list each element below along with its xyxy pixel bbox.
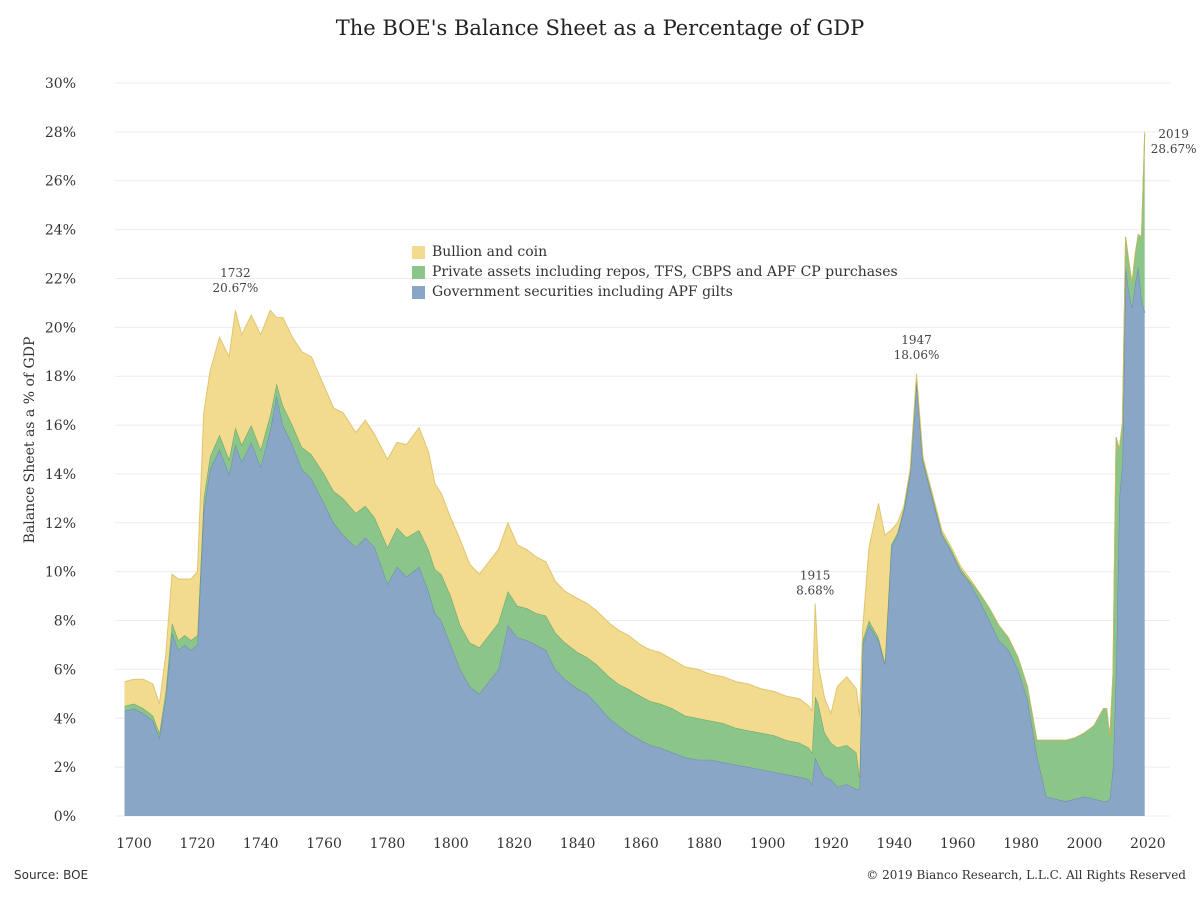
y-tick-label: 6% (54, 662, 76, 678)
x-tick-label: 1700 (116, 836, 152, 852)
series-bullion-line (124, 131, 1146, 741)
annotation-year: 1947 (901, 333, 932, 347)
x-tick-label: 1860 (623, 836, 659, 852)
x-tick-label: 1940 (877, 836, 913, 852)
y-tick-label: 28% (45, 125, 76, 141)
x-tick-label: 1720 (180, 836, 216, 852)
y-tick-label: 30% (45, 76, 76, 92)
legend-item-government-securities: Government securities including APF gilt… (412, 282, 898, 302)
annotation-value: 20.67% (213, 281, 259, 295)
legend-swatch-government-securities (412, 285, 425, 299)
x-tick-label: 1740 (243, 836, 279, 852)
legend-swatch-bullion (412, 245, 425, 259)
y-tick-label: 8% (54, 614, 76, 630)
series-government-securities-area (124, 266, 1145, 816)
x-tick-label: 1820 (496, 836, 532, 852)
y-axis-ticks: 0% 2% 4% 6% 8% 10% 12% 14% 16% 18% 20% 22% 24% 26% 28%… (45, 76, 76, 825)
y-tick-label: 26% (45, 174, 76, 190)
y-tick-label: 10% (45, 565, 76, 581)
y-tick-label: 2% (54, 760, 76, 776)
x-tick-label: 1960 (940, 836, 976, 852)
y-tick-label: 20% (45, 320, 76, 336)
legend-label-government-securities: Government securities including APF gilt… (432, 284, 733, 300)
x-tick-label: 1780 (370, 836, 406, 852)
legend-swatch-private-assets (412, 265, 425, 279)
annotation-value: 8.68% (796, 583, 834, 597)
area-series (124, 131, 1146, 816)
x-tick-label: 1900 (750, 836, 786, 852)
y-tick-label: 18% (45, 369, 76, 385)
y-tick-label: 0% (54, 809, 76, 825)
annotation-year: 1732 (220, 266, 251, 280)
source-note: Source: BOE (14, 868, 89, 882)
x-tick-label: 1840 (560, 836, 596, 852)
x-tick-label: 1880 (686, 836, 722, 852)
y-tick-label: 4% (54, 711, 76, 727)
series-bullion-area (124, 131, 1145, 777)
y-axis-label: Balance Sheet as a % of GDP (22, 336, 38, 544)
x-tick-label: 1920 (813, 836, 849, 852)
y-tick-label: 22% (45, 271, 76, 287)
y-tick-label: 12% (45, 516, 76, 532)
copyright-note: © 2019 Bianco Research, L.L.C. All Right… (866, 868, 1186, 882)
x-tick-label: 2020 (1130, 836, 1166, 852)
legend-label-private-assets: Private assets including repos, TFS, CBP… (432, 264, 898, 280)
legend: Bullion and coin Private assets includin… (412, 242, 898, 302)
x-tick-label: 1760 (306, 836, 342, 852)
y-tick-label: 24% (45, 223, 76, 239)
x-tick-label: 1800 (433, 836, 469, 852)
legend-item-private-assets: Private assets including repos, TFS, CBP… (412, 262, 898, 282)
x-tick-label: 2000 (1067, 836, 1103, 852)
legend-label-bullion: Bullion and coin (432, 244, 548, 260)
annotation-value: 18.06% (894, 348, 940, 362)
annotation-value: 28.67% (1151, 142, 1197, 156)
x-tick-label: 1980 (1003, 836, 1039, 852)
legend-item-bullion: Bullion and coin (412, 242, 898, 262)
annotation-year: 1915 (800, 568, 831, 582)
annotation-year: 2019 (1158, 127, 1189, 141)
y-tick-label: 16% (45, 418, 76, 434)
x-axis-ticks: 1700 1720 1740 1760 1780 1800 1820 1840 1860 1880… (116, 836, 1165, 852)
chart-title: The BOE's Balance Sheet as a Percentage … (335, 16, 865, 40)
y-tick-label: 14% (45, 467, 76, 483)
